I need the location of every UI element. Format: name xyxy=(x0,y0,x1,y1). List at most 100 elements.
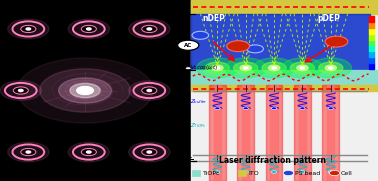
Circle shape xyxy=(8,142,49,162)
Circle shape xyxy=(272,67,276,69)
Circle shape xyxy=(17,58,153,123)
Circle shape xyxy=(329,171,340,176)
Bar xyxy=(299,85,306,181)
Circle shape xyxy=(247,45,263,53)
Circle shape xyxy=(87,151,91,153)
Circle shape xyxy=(297,65,308,71)
Text: nDEP: nDEP xyxy=(202,14,225,23)
Bar xyxy=(369,57,374,63)
Text: Cell: Cell xyxy=(341,171,353,176)
Circle shape xyxy=(0,81,42,100)
Bar xyxy=(214,85,221,181)
Bar xyxy=(322,85,339,181)
Bar xyxy=(369,63,374,69)
Circle shape xyxy=(147,28,152,30)
Circle shape xyxy=(77,87,93,94)
Circle shape xyxy=(26,151,31,153)
Bar xyxy=(237,85,254,181)
Bar xyxy=(266,85,282,181)
Bar xyxy=(369,51,374,57)
Bar xyxy=(270,85,278,181)
Circle shape xyxy=(129,19,170,39)
Circle shape xyxy=(77,87,93,94)
Circle shape xyxy=(59,78,112,103)
Circle shape xyxy=(129,81,170,100)
Bar xyxy=(191,85,378,91)
Circle shape xyxy=(129,142,170,162)
Text: $Z_{buffer}$: $Z_{buffer}$ xyxy=(190,97,208,106)
Text: AC: AC xyxy=(184,43,192,48)
Circle shape xyxy=(227,41,249,52)
Circle shape xyxy=(243,171,248,173)
Circle shape xyxy=(40,69,130,112)
Circle shape xyxy=(325,65,336,71)
Circle shape xyxy=(26,28,31,30)
Bar xyxy=(238,170,246,176)
Circle shape xyxy=(81,148,96,156)
Circle shape xyxy=(234,62,258,74)
Circle shape xyxy=(225,58,266,78)
Text: TiOPc: TiOPc xyxy=(203,171,220,176)
Circle shape xyxy=(300,67,305,69)
Circle shape xyxy=(253,58,295,78)
Circle shape xyxy=(21,25,36,33)
Text: $Z_{TiOPc}$: $Z_{TiOPc}$ xyxy=(190,121,206,130)
Circle shape xyxy=(310,58,352,78)
Circle shape xyxy=(197,58,238,78)
Bar xyxy=(191,0,378,181)
Circle shape xyxy=(328,107,333,110)
Circle shape xyxy=(205,62,229,74)
Circle shape xyxy=(300,107,305,110)
Circle shape xyxy=(212,65,223,71)
Circle shape xyxy=(142,87,157,94)
Bar xyxy=(191,14,370,70)
Circle shape xyxy=(147,151,152,153)
Circle shape xyxy=(19,89,23,92)
Circle shape xyxy=(300,171,305,173)
Bar xyxy=(294,85,311,181)
Circle shape xyxy=(13,87,28,94)
Circle shape xyxy=(185,67,191,70)
Bar xyxy=(191,70,378,85)
Circle shape xyxy=(147,89,152,92)
Text: PS bead: PS bead xyxy=(295,171,320,176)
Bar xyxy=(0,0,189,181)
Circle shape xyxy=(328,67,333,69)
Circle shape xyxy=(215,67,220,69)
Text: pDEP: pDEP xyxy=(318,14,341,23)
Circle shape xyxy=(215,107,220,110)
Circle shape xyxy=(282,58,323,78)
Bar xyxy=(369,22,374,28)
Circle shape xyxy=(243,67,248,69)
Circle shape xyxy=(70,83,100,98)
Circle shape xyxy=(271,171,277,173)
Circle shape xyxy=(192,31,209,39)
Circle shape xyxy=(215,171,220,173)
Circle shape xyxy=(142,25,157,33)
Text: ITO: ITO xyxy=(249,171,259,176)
Circle shape xyxy=(290,62,314,74)
Circle shape xyxy=(271,107,277,110)
Bar xyxy=(242,85,249,181)
Circle shape xyxy=(87,28,91,30)
Circle shape xyxy=(268,65,280,71)
Circle shape xyxy=(243,107,248,110)
Bar xyxy=(192,170,200,176)
Circle shape xyxy=(81,25,96,33)
Circle shape xyxy=(262,62,286,74)
Circle shape xyxy=(240,65,251,71)
Bar xyxy=(369,34,374,40)
Circle shape xyxy=(68,142,110,162)
Circle shape xyxy=(319,62,343,74)
Circle shape xyxy=(142,148,157,156)
Circle shape xyxy=(328,171,333,173)
Circle shape xyxy=(8,19,49,39)
Bar xyxy=(369,40,374,45)
Circle shape xyxy=(68,19,110,39)
Circle shape xyxy=(178,40,199,50)
Bar xyxy=(191,0,378,14)
Bar xyxy=(369,45,374,51)
Circle shape xyxy=(21,148,36,156)
Bar xyxy=(327,85,335,181)
Text: $V_0cos(\omega t)$: $V_0cos(\omega t)$ xyxy=(190,63,218,72)
